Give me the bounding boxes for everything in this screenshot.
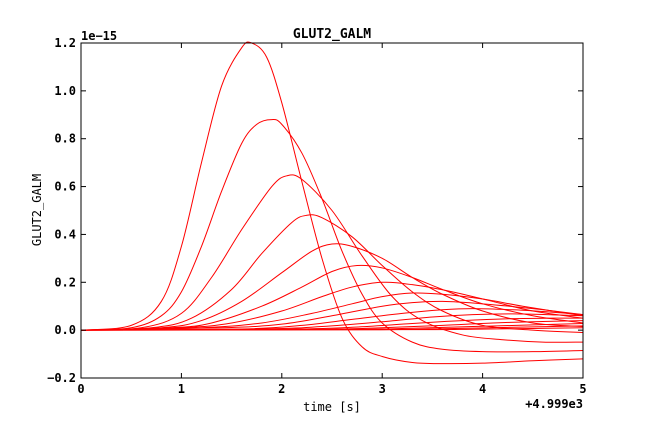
x-tick-label: 5 <box>579 382 586 396</box>
series-line-6 <box>80 264 584 331</box>
y-tick-label: 0.4 <box>54 227 76 241</box>
y-axis-label: GLUT2_GALM <box>30 174 44 246</box>
series-line-2 <box>80 119 584 353</box>
series-line-3 <box>80 174 584 343</box>
x-tick-label: 2 <box>278 382 285 396</box>
y-tick-label: 0.2 <box>54 275 76 289</box>
y-tick-label: 0.6 <box>54 180 76 194</box>
x-tick-label: 0 <box>77 382 84 396</box>
y-tick-label: 1.2 <box>54 36 76 50</box>
series-line-16 <box>80 327 584 331</box>
x-tick-label: 4 <box>479 382 486 396</box>
series-line-5 <box>80 243 584 331</box>
chart-title: GLUT2_GALM <box>293 27 371 42</box>
series-line-7 <box>80 281 584 331</box>
series-line-8 <box>80 292 584 331</box>
x-tick-label: 1 <box>178 382 185 396</box>
series-line-9 <box>80 300 584 331</box>
series-line-4 <box>80 214 584 334</box>
x-offset-label: +4.999e3 <box>525 397 583 411</box>
y-tick-label: 1.0 <box>54 84 76 98</box>
x-axis-label: time [s] <box>303 400 361 414</box>
plot-frame <box>80 42 584 379</box>
series-group <box>80 41 584 365</box>
y-tick-label: 0.8 <box>54 132 76 146</box>
series-line-1 <box>80 41 584 365</box>
y-tick-label: 0.0 <box>54 323 76 337</box>
x-tick-label: 3 <box>379 382 386 396</box>
y-tick-label: −0.2 <box>47 371 76 385</box>
ticks-group: 0 1 2 3 4 5 −0.2 0.0 0.2 0.4 0.6 0.8 1.0 1.2 <box>47 36 587 396</box>
y-multiplier-label: 1e−15 <box>81 29 117 43</box>
